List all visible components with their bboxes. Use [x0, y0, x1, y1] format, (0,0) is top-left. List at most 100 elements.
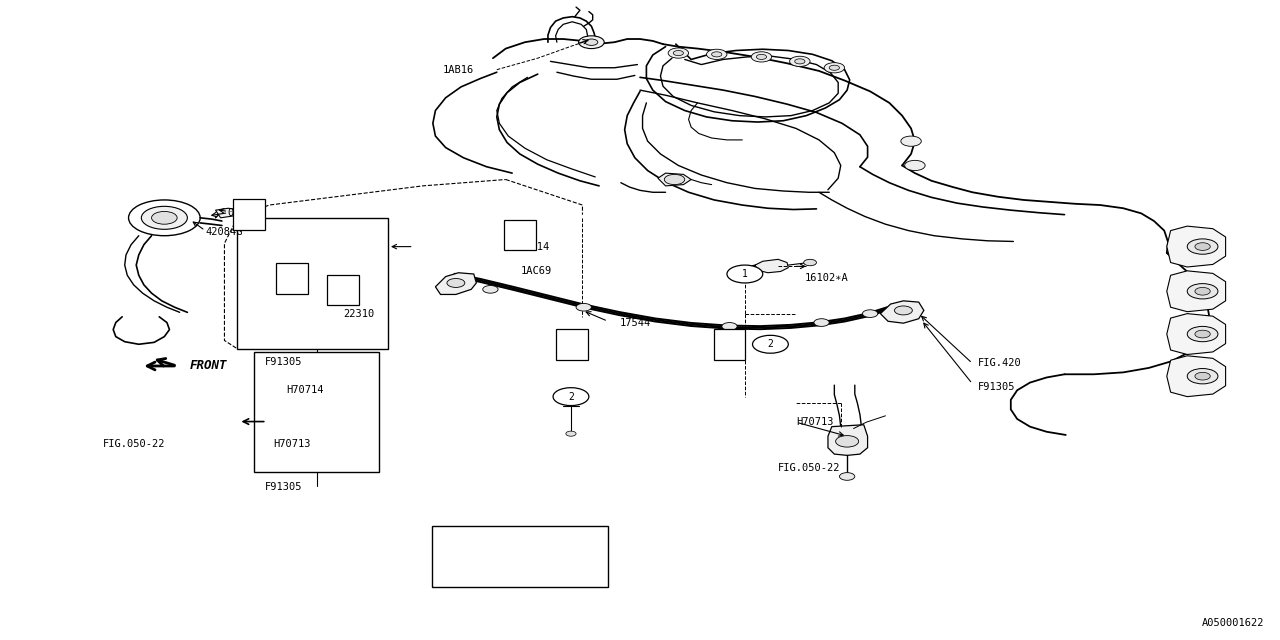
Circle shape: [1196, 287, 1211, 295]
Bar: [276, 263, 308, 294]
Text: 1: 1: [742, 269, 748, 279]
Text: 0104S*G: 0104S*G: [483, 532, 526, 542]
Circle shape: [447, 278, 465, 287]
Circle shape: [751, 52, 772, 62]
Circle shape: [553, 388, 589, 406]
Circle shape: [576, 303, 591, 311]
Circle shape: [262, 436, 288, 449]
Circle shape: [664, 174, 685, 184]
Polygon shape: [881, 301, 924, 323]
Circle shape: [1188, 326, 1219, 342]
Text: 2: 2: [568, 392, 573, 402]
Text: 22310: 22310: [343, 308, 375, 319]
Circle shape: [1188, 369, 1219, 384]
Circle shape: [269, 439, 282, 445]
Text: H70714: H70714: [285, 385, 324, 396]
Circle shape: [438, 557, 468, 573]
Text: C: C: [246, 210, 252, 220]
Circle shape: [804, 259, 817, 266]
Circle shape: [905, 161, 925, 171]
Circle shape: [585, 39, 598, 45]
Circle shape: [814, 319, 829, 326]
Circle shape: [668, 48, 689, 58]
Circle shape: [901, 136, 922, 147]
Circle shape: [262, 376, 288, 388]
Circle shape: [438, 529, 468, 545]
Text: 0953S: 0953S: [227, 208, 259, 218]
Text: 1: 1: [451, 532, 457, 542]
Polygon shape: [1167, 271, 1226, 312]
Text: 0104S*K: 0104S*K: [483, 560, 526, 570]
Circle shape: [712, 52, 722, 57]
Circle shape: [151, 211, 177, 224]
Circle shape: [824, 63, 845, 73]
Circle shape: [863, 310, 878, 317]
Text: H70713: H70713: [796, 417, 833, 427]
Text: 1AC69: 1AC69: [521, 266, 553, 276]
Text: F91305: F91305: [978, 382, 1015, 392]
Circle shape: [836, 436, 859, 447]
Text: B: B: [289, 273, 296, 284]
Text: FRONT: FRONT: [189, 360, 228, 372]
Text: A: A: [570, 339, 575, 349]
Polygon shape: [266, 371, 330, 392]
Circle shape: [895, 306, 913, 315]
Bar: [237, 218, 388, 349]
Circle shape: [128, 200, 200, 236]
Circle shape: [566, 431, 576, 436]
Polygon shape: [1167, 226, 1226, 267]
Text: F91305: F91305: [265, 356, 303, 367]
Text: 42084G: 42084G: [205, 227, 243, 237]
Circle shape: [287, 251, 302, 259]
Text: B: B: [726, 339, 732, 349]
Bar: [504, 220, 536, 250]
Polygon shape: [1167, 314, 1226, 355]
Circle shape: [269, 379, 282, 385]
Circle shape: [753, 335, 788, 353]
Circle shape: [722, 323, 737, 330]
Text: A: A: [340, 285, 347, 295]
Bar: [328, 275, 360, 305]
Text: FIG.420: FIG.420: [978, 358, 1021, 369]
Circle shape: [1188, 239, 1219, 254]
Circle shape: [756, 54, 767, 60]
Polygon shape: [435, 273, 476, 294]
Bar: [233, 199, 265, 230]
Text: 22314: 22314: [518, 241, 550, 252]
Text: 1AB16: 1AB16: [443, 65, 474, 75]
Bar: [253, 352, 379, 472]
Circle shape: [829, 65, 840, 70]
Polygon shape: [828, 425, 868, 456]
Circle shape: [141, 206, 187, 229]
Circle shape: [326, 378, 342, 386]
Polygon shape: [755, 259, 788, 273]
Circle shape: [707, 49, 727, 60]
Text: H70713: H70713: [273, 439, 311, 449]
Circle shape: [727, 265, 763, 283]
Circle shape: [673, 51, 684, 56]
Text: 2: 2: [768, 339, 773, 349]
Circle shape: [790, 56, 810, 67]
Polygon shape: [266, 431, 330, 452]
Circle shape: [840, 472, 855, 480]
Text: 2: 2: [451, 560, 457, 570]
Text: 17544: 17544: [620, 318, 650, 328]
Circle shape: [483, 285, 498, 293]
Polygon shape: [1167, 356, 1226, 397]
Circle shape: [360, 377, 370, 382]
Text: F91305: F91305: [265, 483, 303, 492]
Polygon shape: [658, 173, 691, 186]
Circle shape: [795, 59, 805, 64]
Text: A050001622: A050001622: [1202, 618, 1263, 628]
Text: C: C: [517, 230, 524, 240]
Circle shape: [1196, 243, 1211, 250]
Bar: [557, 329, 589, 360]
Circle shape: [326, 438, 342, 446]
Circle shape: [579, 36, 604, 49]
Bar: [713, 329, 745, 360]
Text: FIG.050-22: FIG.050-22: [102, 439, 165, 449]
Text: FIG.050-22: FIG.050-22: [778, 463, 841, 473]
Circle shape: [1196, 372, 1211, 380]
Bar: [431, 525, 608, 587]
Polygon shape: [215, 208, 239, 218]
